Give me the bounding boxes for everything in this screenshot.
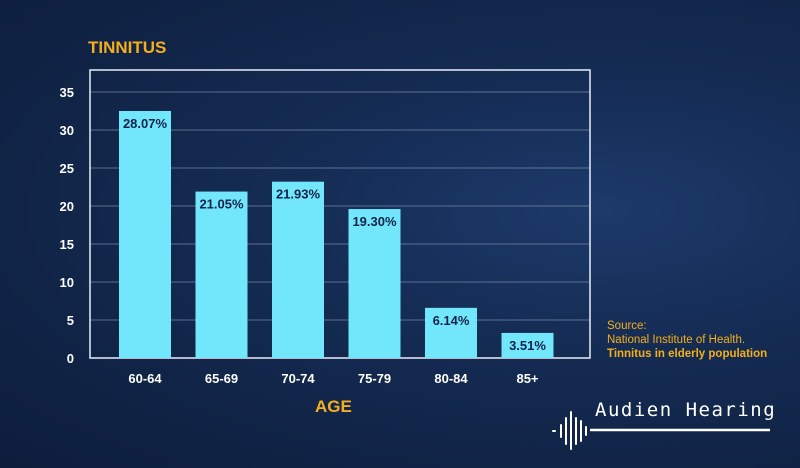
- y-tick-label: 20: [60, 199, 74, 214]
- y-tick-label: 25: [60, 161, 74, 176]
- data-label: 21.05%: [199, 197, 244, 212]
- chart-title: TINNITUS: [88, 38, 167, 57]
- x-tick-label: 80-84: [434, 371, 468, 386]
- bar-70-74: [272, 181, 324, 358]
- bar-85+: [501, 332, 554, 358]
- data-label: 28.07%: [123, 116, 168, 131]
- data-label: 19.30%: [352, 214, 397, 229]
- y-tick-label: 10: [60, 275, 74, 290]
- source-label: Source:: [607, 320, 647, 332]
- y-tick-label: 15: [60, 237, 74, 252]
- data-label: 6.14%: [433, 313, 470, 328]
- data-label: 21.93%: [276, 187, 321, 202]
- source-note: Source: National Institute of Health. Ti…: [607, 319, 767, 361]
- y-tick-label: 0: [67, 351, 74, 366]
- x-tick-label: 70-74: [281, 371, 315, 386]
- brand-name: Audien Hearing: [595, 399, 777, 421]
- bar-60-64: [119, 111, 171, 358]
- x-tick-label: 75-79: [358, 371, 391, 386]
- y-tick-label: 5: [67, 313, 74, 328]
- source-study: Tinnitus in elderly population: [607, 348, 768, 360]
- x-tick-label: 65-69: [205, 371, 238, 386]
- source-org: National Institute of Health.: [607, 334, 746, 346]
- x-tick-label: 85+: [516, 371, 538, 386]
- y-tick-label: 30: [60, 123, 74, 138]
- bar-75-79: [348, 209, 401, 358]
- data-label: 3.51%: [509, 338, 546, 353]
- x-tick-label: 60-64: [128, 371, 162, 386]
- bar-65-69: [195, 191, 248, 358]
- plot-frame: [89, 69, 591, 359]
- x-axis-title: AGE: [315, 397, 352, 416]
- y-tick-label: 35: [60, 85, 74, 100]
- bar-80-84: [425, 307, 477, 358]
